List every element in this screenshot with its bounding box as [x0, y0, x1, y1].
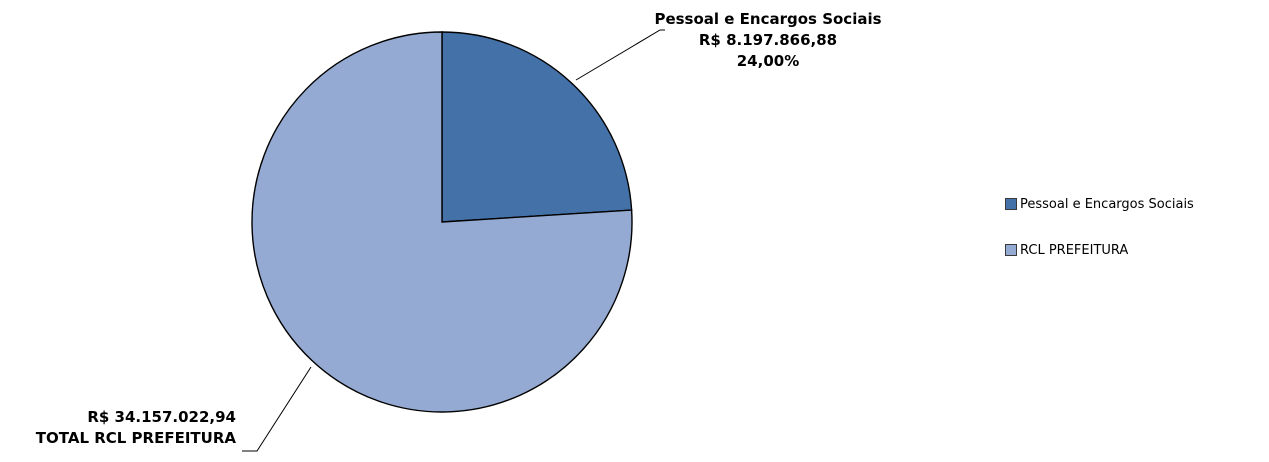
legend-label-rcl: RCL PREFEITURA — [1020, 242, 1129, 258]
legend: Pessoal e Encargos Sociais RCL PREFEITUR… — [1005, 194, 1194, 286]
legend-item-pessoal: Pessoal e Encargos Sociais — [1005, 194, 1194, 214]
slice-label-pessoal-percent: 24,00% — [736, 52, 800, 70]
slice-label-pessoal-name: Pessoal e Encargos Sociais — [654, 10, 882, 28]
slice-label-pessoal-value: R$ 8.197.866,88 — [698, 31, 838, 49]
legend-swatch-rcl — [1005, 244, 1017, 256]
slice-label-rcl-value: R$ 34.157.022,94 — [87, 408, 236, 426]
legend-swatch-pessoal — [1005, 198, 1017, 210]
slice-label-rcl-name: TOTAL RCL PREFEITURA — [35, 429, 236, 447]
slice-label-rcl: R$ 34.157.022,94 TOTAL RCL PREFEITURA — [20, 407, 236, 449]
legend-label-pessoal: Pessoal e Encargos Sociais — [1020, 196, 1194, 212]
slice-label-pessoal: Pessoal e Encargos Sociais R$ 8.197.866,… — [638, 9, 898, 72]
leader-line-pessoal — [575, 29, 665, 81]
pie-slice-rcl — [251, 31, 633, 413]
pie-slice-pessoal — [441, 31, 633, 223]
legend-item-rcl: RCL PREFEITURA — [1005, 240, 1194, 260]
leader-line-rcl — [242, 366, 312, 452]
